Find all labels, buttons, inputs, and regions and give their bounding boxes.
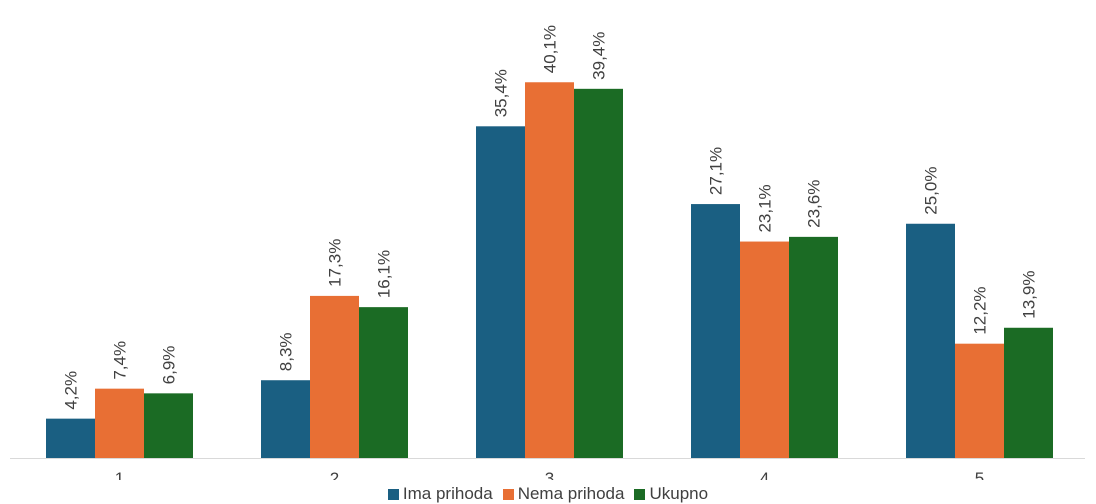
legend-swatch: [502, 488, 514, 500]
data-label: 23,1%: [756, 184, 775, 232]
bar-nema-prihoda-4: [740, 241, 789, 458]
bar-ima-prihoda-2: [261, 380, 310, 458]
legend-label: Ima prihoda: [402, 484, 493, 503]
data-label: 7,4%: [111, 341, 130, 380]
data-label: 4,2%: [62, 371, 81, 410]
bar-chart: 4,2% 7,4% 6,9% 1 8,3% 17,3% 16,1% 2 35,4% 40,1% 39…: [10, 25, 1085, 488]
data-label: 25,0%: [922, 167, 941, 215]
data-label: 8,3%: [277, 332, 296, 371]
x-tick-label: 5: [975, 469, 984, 480]
legend-item-nema-prihoda: Nema prihoda: [502, 484, 625, 504]
bar-ukupno-5: [1004, 327, 1053, 458]
data-label: 13,9%: [1020, 271, 1039, 319]
bar-nema-prihoda-2: [310, 295, 359, 458]
x-tick-label: 1: [115, 469, 124, 480]
bar-ima-prihoda-3: [476, 126, 525, 458]
data-label: 35,4%: [492, 69, 511, 117]
bar-ima-prihoda-4: [691, 204, 740, 458]
legend: Ima prihoda Nema prihoda Ukupno: [0, 484, 1096, 504]
bar-nema-prihoda-5: [955, 343, 1004, 458]
bar-ukupno-1: [144, 393, 193, 458]
data-label: 12,2%: [971, 286, 990, 334]
x-tick-label: 4: [760, 469, 769, 480]
legend-label: Nema prihoda: [517, 484, 625, 503]
data-label: 39,4%: [590, 32, 609, 80]
x-tick-label: 2: [330, 469, 339, 480]
bar-ukupno-4: [789, 236, 838, 458]
legend-label: Ukupno: [649, 484, 709, 503]
legend-item-ima-prihoda: Ima prihoda: [387, 484, 493, 504]
data-label: 27,1%: [707, 147, 726, 195]
bar-nema-prihoda-3: [525, 82, 574, 458]
legend-swatch: [387, 488, 399, 500]
bar-ima-prihoda-5: [906, 223, 955, 458]
legend-item-ukupno: Ukupno: [634, 484, 708, 504]
legend-swatch: [634, 488, 646, 500]
bar-ukupno-3: [574, 88, 623, 459]
bar-ukupno-2: [359, 307, 408, 458]
data-label: 6,9%: [160, 346, 179, 385]
data-label: 23,6%: [805, 180, 824, 228]
data-label: 17,3%: [326, 239, 345, 287]
data-label: 40,1%: [541, 25, 560, 73]
x-tick-label: 3: [545, 469, 554, 480]
bar-ima-prihoda-1: [46, 418, 95, 458]
bar-nema-prihoda-1: [95, 388, 144, 458]
data-label: 16,1%: [375, 250, 394, 298]
